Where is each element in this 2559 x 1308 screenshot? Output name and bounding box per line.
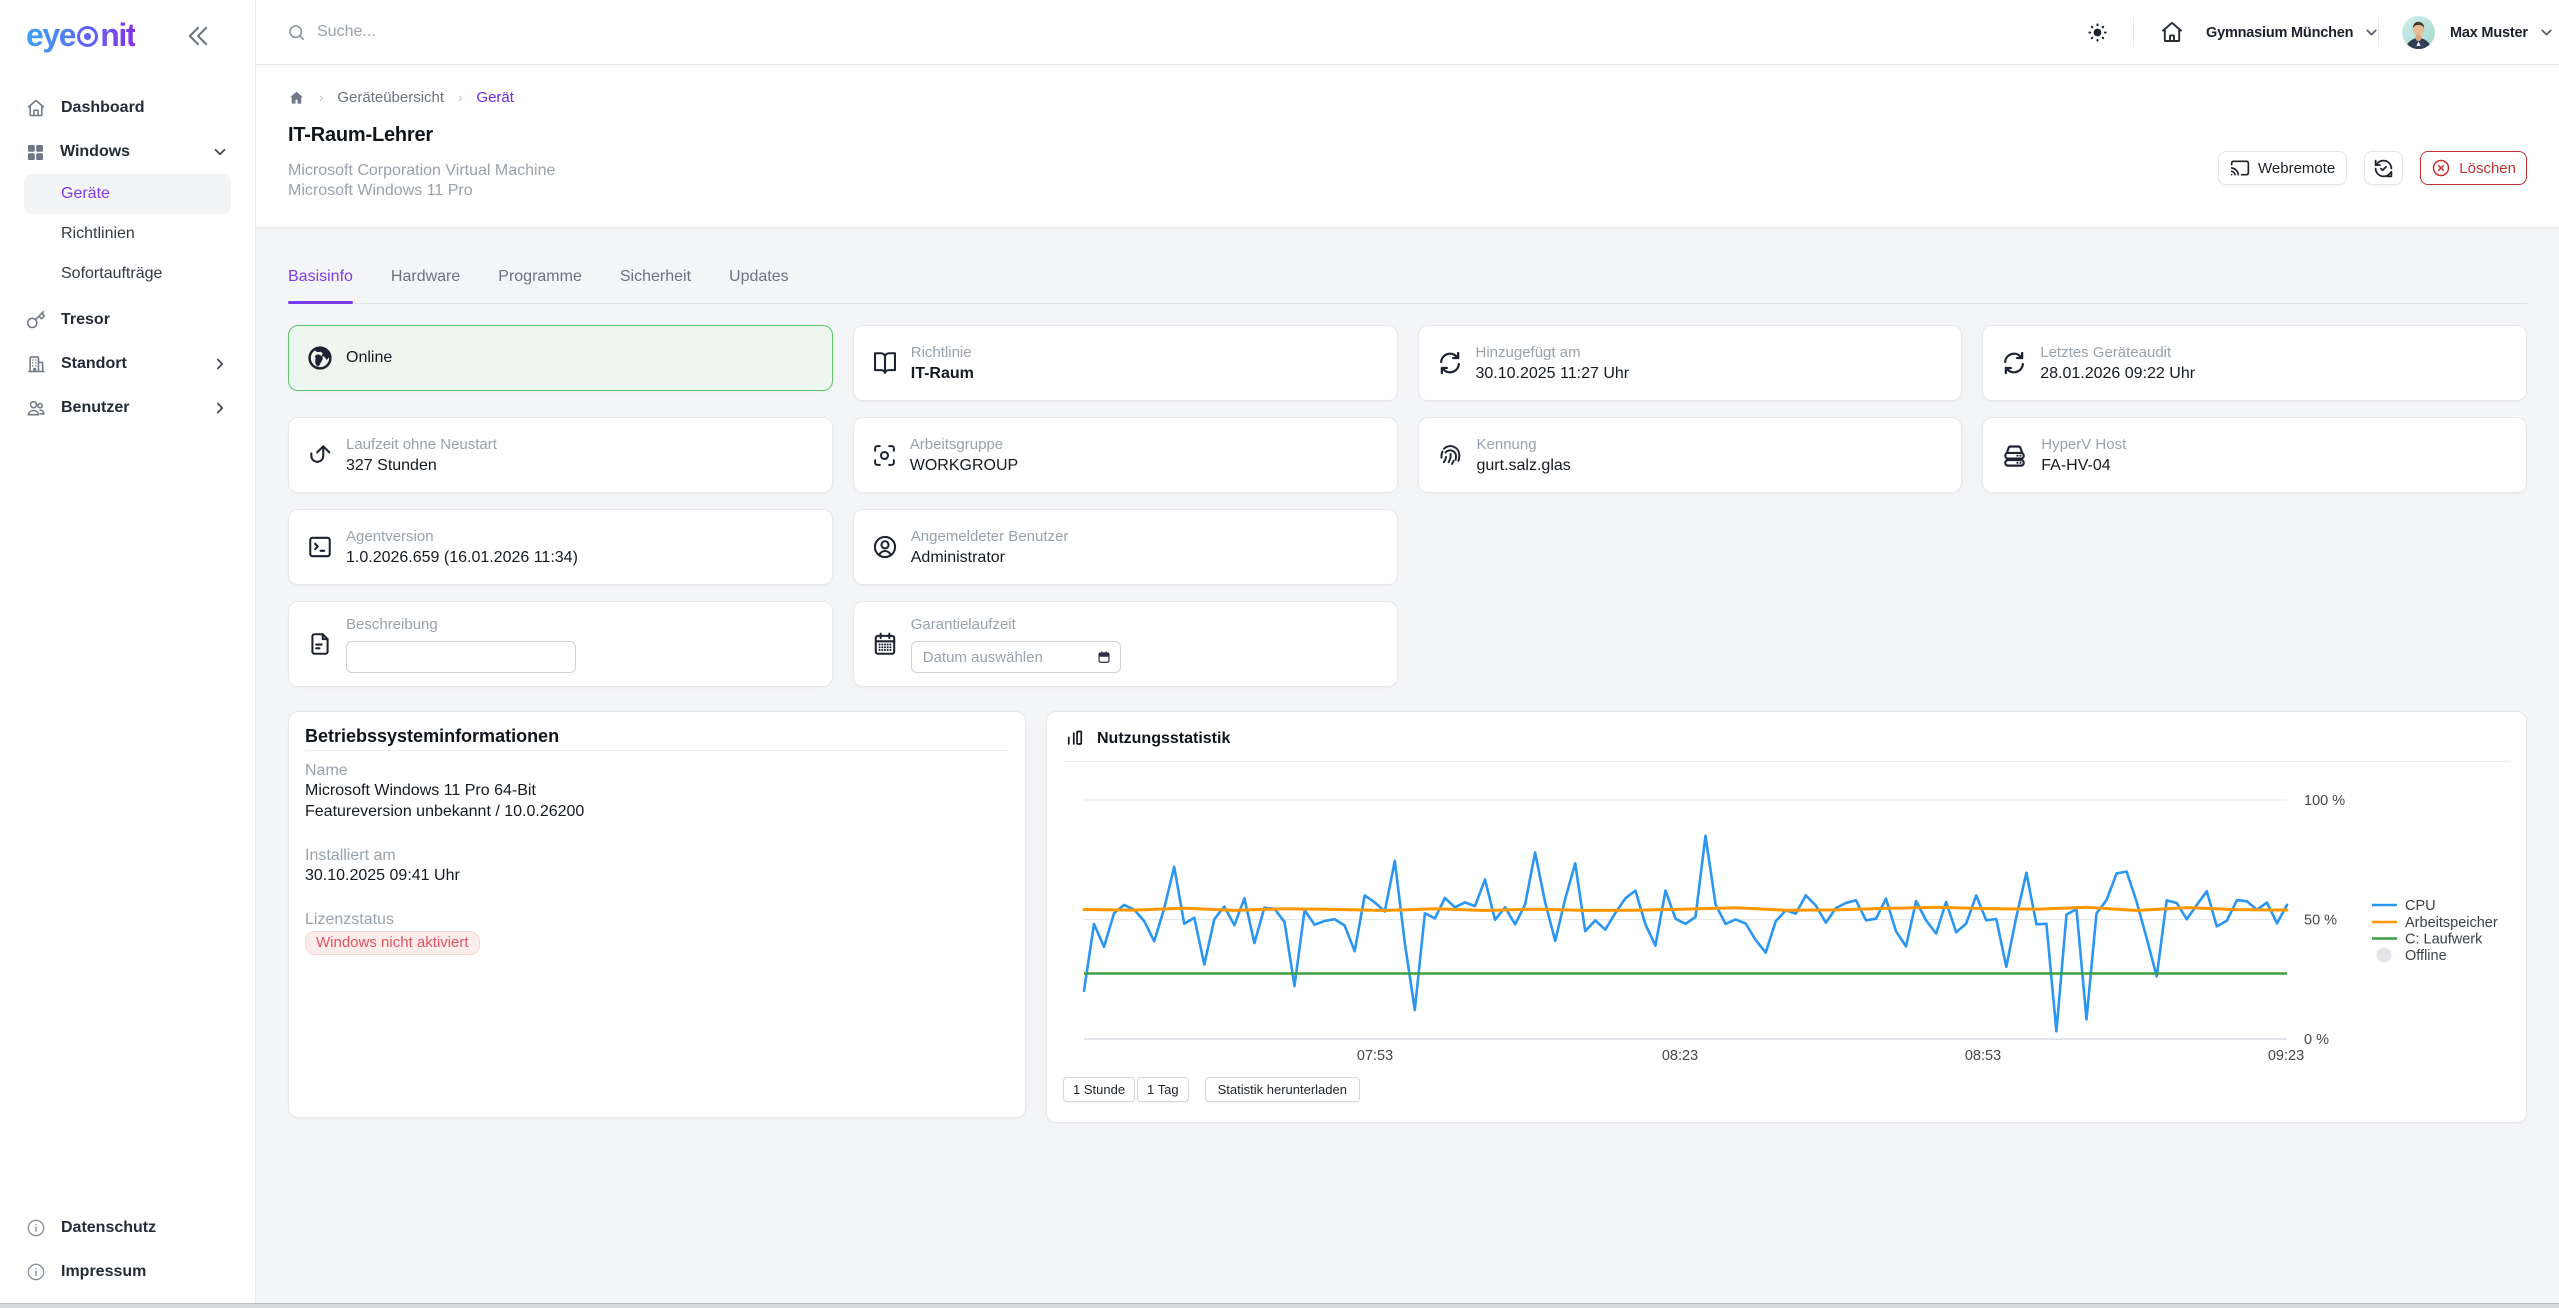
svg-text:C: Laufwerk: C: Laufwerk (2405, 932, 2483, 948)
svg-text:50 %: 50 % (2304, 913, 2337, 929)
svg-text:08:53: 08:53 (1965, 1048, 2001, 1064)
svg-text:07:53: 07:53 (1357, 1048, 1393, 1064)
svg-text:08:23: 08:23 (1662, 1048, 1698, 1064)
svg-text:Offline: Offline (2405, 948, 2447, 964)
svg-text:Arbeitspeicher: Arbeitspeicher (2405, 915, 2498, 931)
svg-text:0 %: 0 % (2304, 1032, 2329, 1048)
svg-text:09:23: 09:23 (2268, 1048, 2304, 1064)
svg-text:100 %: 100 % (2304, 793, 2345, 809)
svg-text:CPU: CPU (2405, 898, 2436, 914)
